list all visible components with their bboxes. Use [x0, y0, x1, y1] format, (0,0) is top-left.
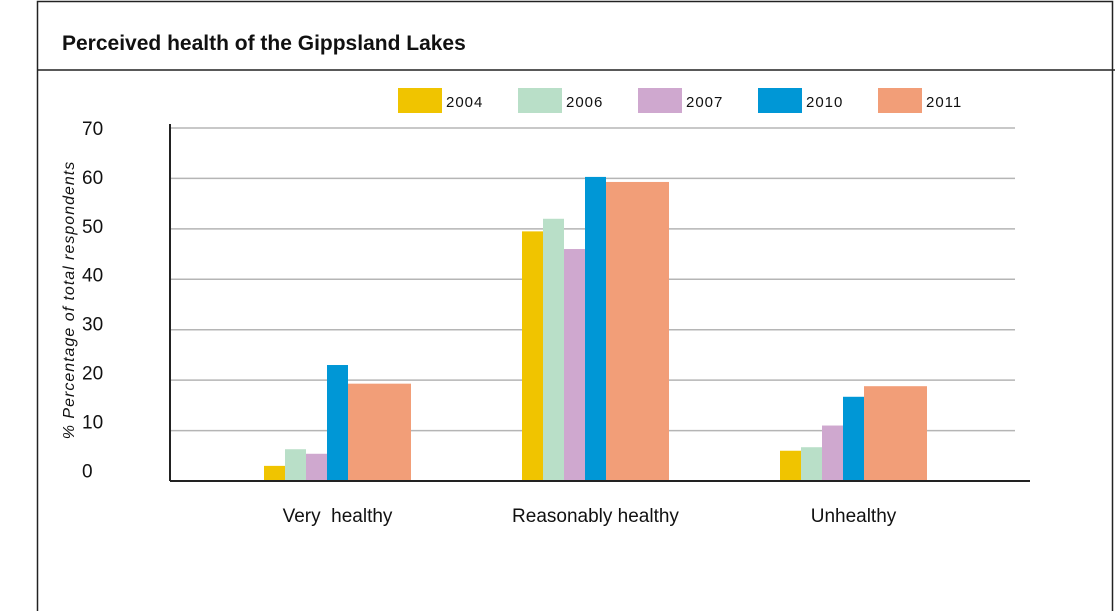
- x-tick-label: Unhealthy: [811, 506, 897, 527]
- bar: [780, 450, 801, 481]
- frame: [36, 0, 1114, 611]
- bar: [585, 176, 606, 481]
- legend-swatch: [638, 88, 682, 113]
- bar: [285, 449, 306, 481]
- bar: [327, 365, 348, 481]
- bar: [843, 396, 864, 481]
- y-tick-label: 0: [82, 461, 93, 482]
- y-axis-label: % Percentage of total respondents: [61, 161, 78, 440]
- bar: [822, 425, 843, 481]
- legend-label: 2010: [806, 94, 843, 111]
- legend-label: 2006: [566, 94, 603, 111]
- y-tick-label: 20: [82, 364, 103, 385]
- y-tick-label: 60: [82, 168, 103, 189]
- bar: [306, 453, 327, 481]
- chart-title: Perceived health of the Gippsland Lakes: [62, 32, 466, 55]
- y-tick-label: 50: [82, 217, 103, 238]
- legend-label: 2011: [926, 94, 962, 111]
- bar: [264, 465, 285, 481]
- legend-swatch: [758, 88, 802, 113]
- bar: [522, 231, 543, 481]
- bar: [543, 218, 564, 481]
- legend-swatch: [398, 88, 442, 113]
- legend-label: 2007: [686, 94, 723, 111]
- bar: [606, 181, 669, 482]
- legend-swatch: [878, 88, 922, 113]
- bar: [864, 386, 927, 481]
- bar: [801, 447, 822, 481]
- bar: [564, 249, 585, 481]
- y-tick-label: 10: [82, 412, 103, 433]
- y-tick-label: 70: [82, 119, 103, 140]
- y-tick-label: 40: [82, 266, 103, 287]
- x-tick-label: Very healthy: [283, 506, 393, 527]
- x-tick-label: Reasonably healthy: [512, 506, 679, 527]
- bar: [348, 383, 411, 481]
- legend-label: 2004: [446, 94, 483, 111]
- legend-swatch: [518, 88, 562, 113]
- y-tick-label: 30: [82, 315, 103, 336]
